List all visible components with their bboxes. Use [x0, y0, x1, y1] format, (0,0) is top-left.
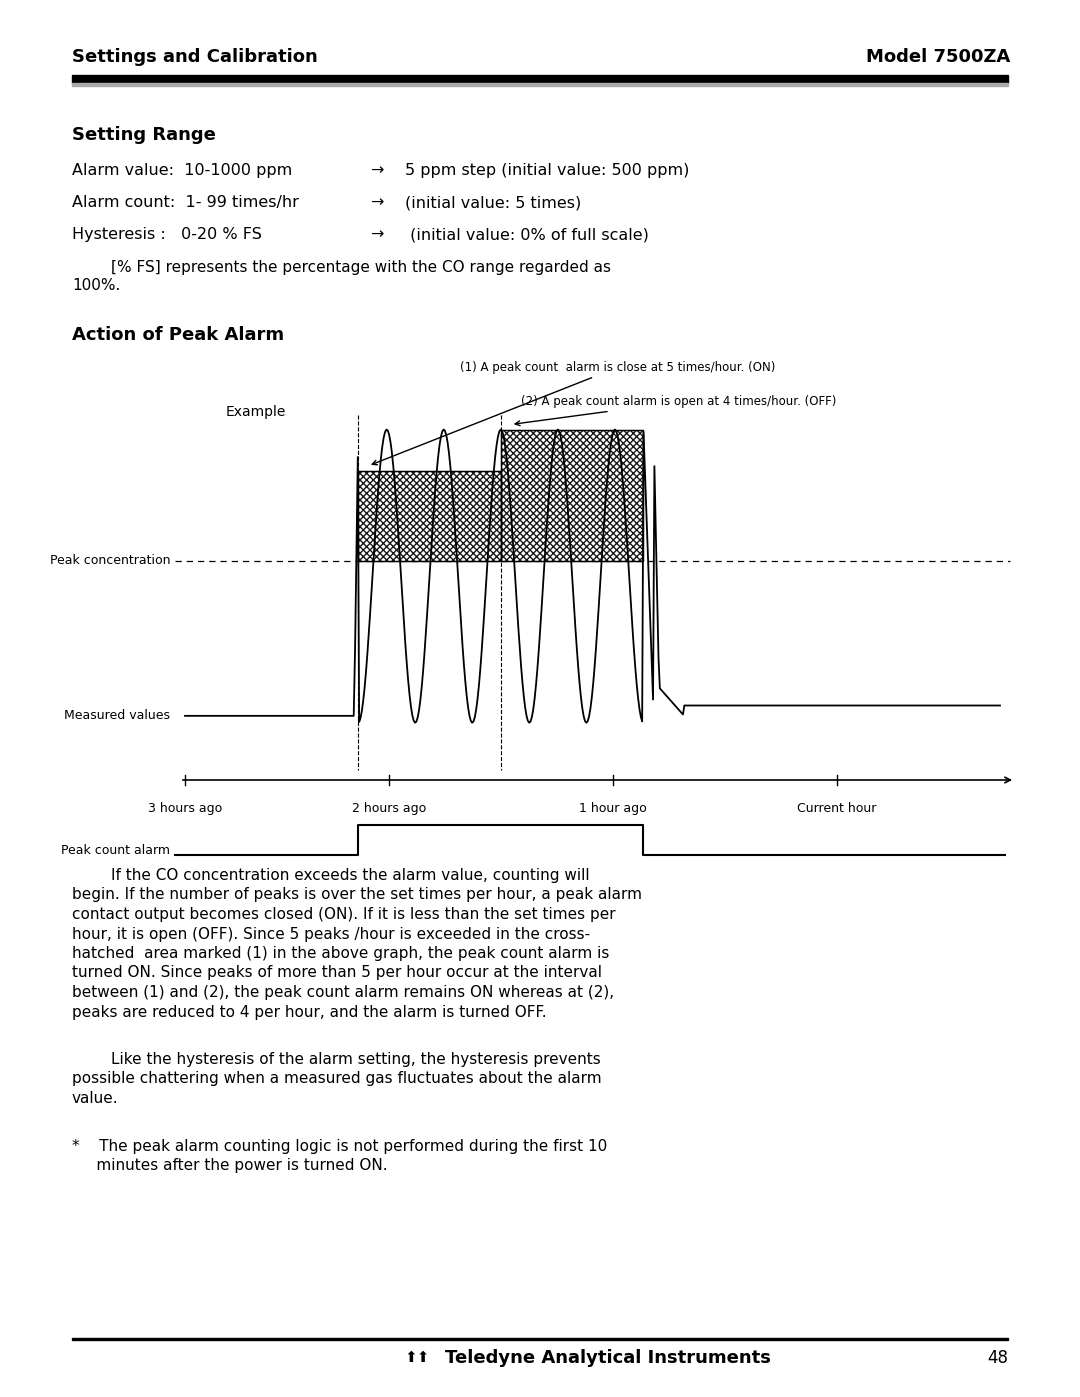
- Text: contact output becomes closed (ON). If it is less than the set times per: contact output becomes closed (ON). If i…: [72, 907, 616, 922]
- Text: minutes after the power is turned ON.: minutes after the power is turned ON.: [72, 1158, 388, 1173]
- Text: turned ON. Since peaks of more than 5 per hour occur at the interval: turned ON. Since peaks of more than 5 pe…: [72, 965, 602, 981]
- Text: hour, it is open (OFF). Since 5 peaks /hour is exceeded in the cross-: hour, it is open (OFF). Since 5 peaks /h…: [72, 926, 590, 942]
- Text: Model 7500ZA: Model 7500ZA: [866, 47, 1010, 66]
- Text: Measured values: Measured values: [64, 710, 170, 722]
- Bar: [72, 1338, 1008, 1340]
- Text: →: →: [370, 163, 383, 177]
- Text: between (1) and (2), the peak count alarm remains ON whereas at (2),: between (1) and (2), the peak count alar…: [72, 985, 615, 1000]
- Bar: [72, 75, 1008, 82]
- Polygon shape: [359, 471, 501, 560]
- Text: 5 ppm step (initial value: 500 ppm): 5 ppm step (initial value: 500 ppm): [405, 163, 689, 177]
- Text: Like the hysteresis of the alarm setting, the hysteresis prevents: Like the hysteresis of the alarm setting…: [72, 1052, 600, 1067]
- Text: →: →: [370, 226, 383, 242]
- Text: Alarm count:  1- 99 times/hr: Alarm count: 1- 99 times/hr: [72, 196, 299, 210]
- Text: Peak count alarm: Peak count alarm: [60, 844, 170, 856]
- Text: peaks are reduced to 4 per hour, and the alarm is turned OFF.: peaks are reduced to 4 per hour, and the…: [72, 1004, 546, 1020]
- Text: Settings and Calibration: Settings and Calibration: [72, 47, 318, 66]
- Polygon shape: [501, 429, 644, 560]
- Text: Setting Range: Setting Range: [72, 126, 216, 144]
- Text: Peak concentration: Peak concentration: [50, 555, 170, 567]
- Text: value.: value.: [72, 1091, 119, 1106]
- Text: Current hour: Current hour: [797, 802, 877, 814]
- Text: Teledyne Analytical Instruments: Teledyne Analytical Instruments: [445, 1350, 771, 1368]
- Bar: [72, 82, 1008, 87]
- Text: (initial value: 5 times): (initial value: 5 times): [405, 196, 581, 210]
- Text: (1) A peak count  alarm is close at 5 times/hour. (ON): (1) A peak count alarm is close at 5 tim…: [373, 360, 775, 465]
- Text: If the CO concentration exceeds the alarm value, counting will: If the CO concentration exceeds the alar…: [72, 868, 590, 883]
- Text: 2 hours ago: 2 hours ago: [352, 802, 426, 814]
- Text: begin. If the number of peaks is over the set times per hour, a peak alarm: begin. If the number of peaks is over th…: [72, 887, 642, 902]
- Text: possible chattering when a measured gas fluctuates about the alarm: possible chattering when a measured gas …: [72, 1071, 602, 1087]
- Text: 100%.: 100%.: [72, 278, 120, 293]
- Text: [% FS] represents the percentage with the CO range regarded as: [% FS] represents the percentage with th…: [72, 260, 611, 275]
- Text: Hysteresis :   0-20 % FS: Hysteresis : 0-20 % FS: [72, 226, 261, 242]
- Text: (initial value: 0% of full scale): (initial value: 0% of full scale): [405, 226, 649, 242]
- Text: Action of Peak Alarm: Action of Peak Alarm: [72, 326, 284, 344]
- Text: 48: 48: [987, 1350, 1008, 1368]
- Text: Example: Example: [226, 405, 286, 419]
- Text: Alarm value:  10-1000 ppm: Alarm value: 10-1000 ppm: [72, 163, 293, 177]
- Text: 3 hours ago: 3 hours ago: [148, 802, 222, 814]
- Text: →: →: [370, 196, 383, 210]
- Text: hatched  area marked (1) in the above graph, the peak count alarm is: hatched area marked (1) in the above gra…: [72, 946, 609, 961]
- Text: 1 hour ago: 1 hour ago: [579, 802, 647, 814]
- Text: *    The peak alarm counting logic is not performed during the first 10: * The peak alarm counting logic is not p…: [72, 1139, 607, 1154]
- Text: (2) A peak count alarm is open at 4 times/hour. (OFF): (2) A peak count alarm is open at 4 time…: [515, 395, 837, 426]
- Text: ⬆⬆: ⬆⬆: [405, 1351, 430, 1365]
